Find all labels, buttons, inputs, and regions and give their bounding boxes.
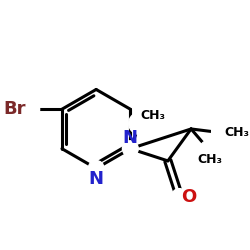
Text: O: O — [182, 188, 197, 206]
Text: N: N — [123, 129, 138, 147]
Text: CH₃: CH₃ — [198, 153, 222, 166]
Circle shape — [88, 160, 104, 176]
Circle shape — [129, 112, 151, 134]
Text: N: N — [89, 170, 104, 188]
Circle shape — [16, 97, 40, 121]
Text: CH₃: CH₃ — [140, 109, 166, 122]
Circle shape — [172, 189, 187, 204]
Circle shape — [122, 141, 138, 156]
Text: Br: Br — [3, 100, 26, 118]
Circle shape — [212, 122, 234, 144]
Text: CH₃: CH₃ — [225, 126, 250, 140]
Circle shape — [199, 140, 221, 162]
